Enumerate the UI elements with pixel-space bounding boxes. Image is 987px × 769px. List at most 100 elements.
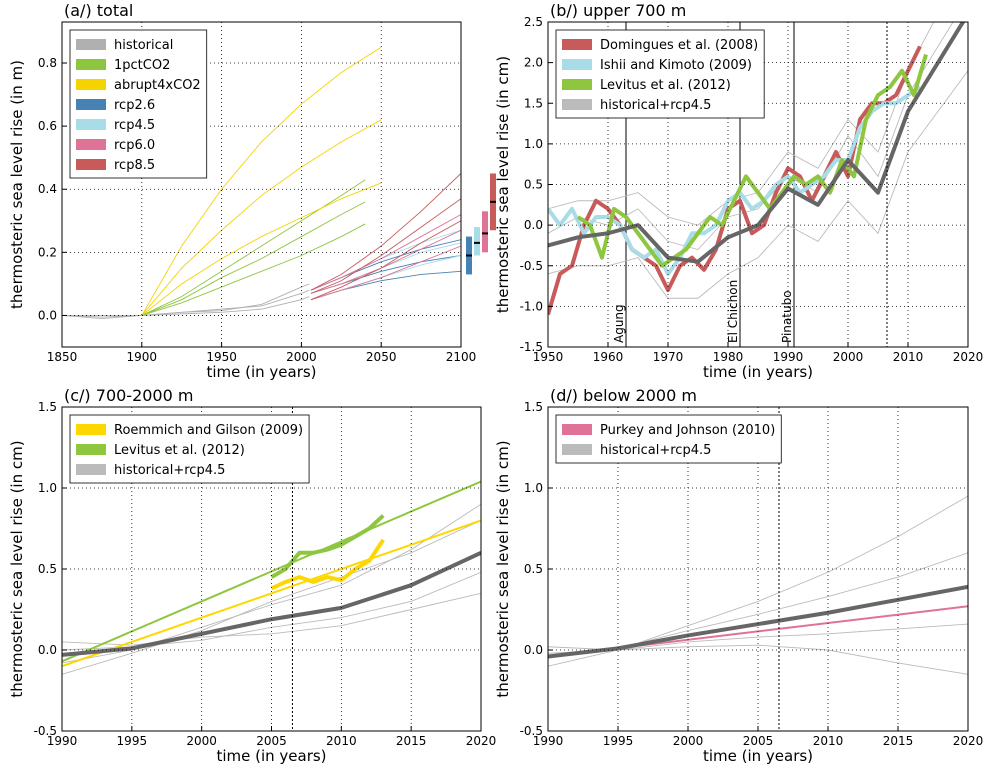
x-tick-label: 2010 bbox=[813, 734, 844, 748]
y-axis-label: thermosteric sea level rise (in cm) bbox=[494, 56, 512, 313]
x-tick-label: 2000 bbox=[833, 350, 864, 364]
y-axis-label: thermosteric sea level rise (in cm) bbox=[494, 440, 512, 697]
ensemble-line bbox=[62, 296, 310, 320]
y-tick-label: -1.5 bbox=[520, 340, 543, 354]
legend-swatch bbox=[76, 79, 106, 90]
x-tick-label: 1990 bbox=[773, 350, 804, 364]
y-tick-label: 0.4 bbox=[38, 182, 57, 196]
series-line bbox=[270, 514, 385, 579]
legend-label: rcp2.6 bbox=[114, 98, 155, 113]
x-tick-label: 1900 bbox=[127, 350, 158, 364]
panel-title: (a/) total bbox=[64, 1, 133, 20]
y-tick-label: 1.5 bbox=[524, 400, 543, 414]
x-tick-label: 1950 bbox=[533, 350, 564, 364]
y-tick-label: -0.5 bbox=[520, 724, 543, 738]
y-tick-label: 1.5 bbox=[524, 96, 543, 110]
x-tick-label: 2020 bbox=[953, 734, 984, 748]
y-tick-label: 0.0 bbox=[38, 308, 57, 322]
y-tick-label: 2.0 bbox=[524, 56, 543, 70]
ensemble-line bbox=[62, 519, 481, 675]
y-tick-label: -1.0 bbox=[520, 299, 543, 313]
x-tick-label: 1995 bbox=[117, 734, 148, 748]
y-tick-label: 0.5 bbox=[524, 178, 543, 192]
legend-label: rcp6.0 bbox=[114, 138, 155, 153]
plot-frame bbox=[61, 406, 482, 732]
y-tick-label: -0.5 bbox=[34, 724, 57, 738]
y-tick-label: 0.5 bbox=[524, 562, 543, 576]
legend-swatch bbox=[76, 59, 106, 70]
x-tick-label: 2100 bbox=[446, 350, 477, 364]
legend-swatch bbox=[76, 39, 106, 50]
ensemble-line bbox=[310, 242, 461, 294]
series-line bbox=[270, 538, 385, 591]
plot-frame bbox=[547, 21, 969, 348]
legend-swatch bbox=[76, 99, 106, 110]
ensemble-line bbox=[62, 289, 310, 316]
series-line bbox=[548, 584, 968, 659]
ensemble-line bbox=[141, 201, 366, 316]
ensemble-line bbox=[141, 182, 382, 316]
legend-swatch bbox=[76, 444, 106, 455]
legend-label: Levitus et al. (2012) bbox=[114, 443, 245, 458]
x-tick-label: 1990 bbox=[47, 734, 78, 748]
legend-label: Purkey and Johnson (2010) bbox=[600, 423, 775, 438]
legend-label: Roemmich and Gilson (2009) bbox=[114, 423, 303, 438]
x-tick-label: 2020 bbox=[466, 734, 497, 748]
event-label: Agung bbox=[612, 304, 626, 343]
legend-swatch bbox=[76, 464, 106, 475]
legend bbox=[69, 414, 310, 484]
legend-swatch bbox=[76, 119, 106, 130]
legend-swatch bbox=[562, 99, 592, 110]
panel-title: (b/) upper 700 m bbox=[550, 1, 686, 20]
series-line bbox=[548, 22, 966, 264]
plot-area bbox=[62, 480, 481, 675]
legend-label: Domingues et al. (2008) bbox=[600, 38, 758, 53]
legend-swatch bbox=[562, 39, 592, 50]
x-tick-label: 2015 bbox=[396, 734, 427, 748]
ensemble-line bbox=[62, 283, 310, 318]
ensemble-line bbox=[548, 552, 968, 659]
ensemble-line bbox=[141, 119, 382, 316]
legend-swatch bbox=[562, 79, 592, 90]
x-tick-label: 2015 bbox=[883, 734, 914, 748]
x-tick-label: 2000 bbox=[286, 350, 317, 364]
legend-label: rcp8.5 bbox=[114, 158, 155, 173]
ensemble-line bbox=[141, 223, 366, 316]
ensemble-line bbox=[141, 179, 366, 316]
y-tick-label: 1.5 bbox=[38, 400, 57, 414]
y-tick-label: 0.8 bbox=[38, 56, 57, 70]
panel-title: (d/) below 2000 m bbox=[550, 386, 697, 405]
x-axis-label: time (in years) bbox=[216, 747, 326, 765]
x-axis-label: time (in years) bbox=[206, 363, 316, 381]
y-tick-label: 1.0 bbox=[38, 481, 57, 495]
x-tick-label: 1850 bbox=[47, 350, 78, 364]
event-label: Pinatubo bbox=[780, 290, 794, 343]
plot-area bbox=[548, 22, 968, 347]
range-bar bbox=[482, 211, 488, 253]
ensemble-line bbox=[548, 70, 968, 299]
y-tick-label: 0.2 bbox=[38, 245, 57, 259]
plot-frame bbox=[61, 21, 462, 348]
ensemble-line bbox=[141, 46, 382, 316]
y-axis-label: thermosteric sea level rise (in m) bbox=[8, 60, 26, 309]
x-tick-label: 2050 bbox=[366, 350, 397, 364]
x-tick-label: 1970 bbox=[653, 350, 684, 364]
x-tick-label: 2005 bbox=[256, 734, 287, 748]
ensemble-line bbox=[310, 198, 461, 294]
x-tick-label: 1960 bbox=[593, 350, 624, 364]
x-tick-label: 1990 bbox=[533, 734, 564, 748]
ensemble-line bbox=[310, 220, 461, 301]
event-label: El Chichon bbox=[726, 280, 740, 343]
x-axis-label: time (in years) bbox=[703, 747, 813, 765]
y-tick-label: 0.0 bbox=[38, 643, 57, 657]
range-bar bbox=[474, 227, 480, 256]
trend-line bbox=[62, 519, 481, 668]
x-axis-label: time (in years) bbox=[703, 363, 813, 381]
y-axis-label: thermosteric sea level rise (in cm) bbox=[8, 440, 26, 697]
legend-label: Ishii and Kimoto (2009) bbox=[600, 58, 752, 73]
y-tick-label: -0.5 bbox=[520, 259, 543, 273]
plot-frame bbox=[547, 406, 969, 732]
legend bbox=[555, 414, 782, 464]
legend-label: 1pctCO2 bbox=[114, 58, 170, 73]
